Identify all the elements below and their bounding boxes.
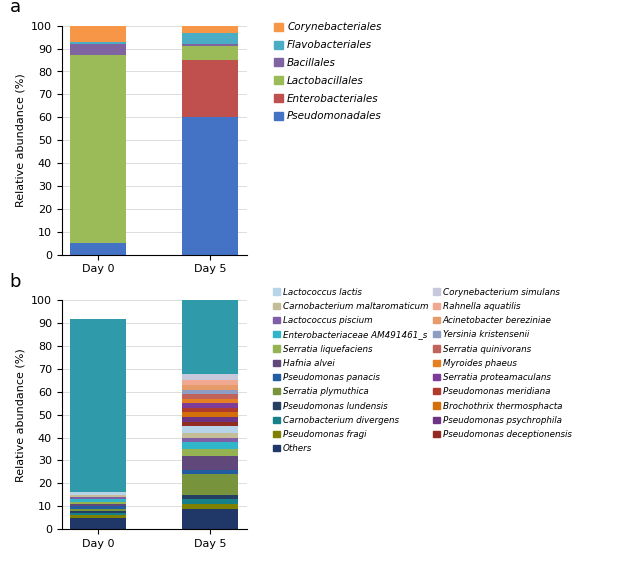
Bar [70,515,126,518]
Bar [70,492,126,495]
Bar [70,55,126,243]
Bar [70,42,126,44]
Bar [182,408,238,412]
Bar [182,422,238,426]
Bar [70,495,126,497]
Bar [182,509,238,529]
Bar [182,390,238,394]
Bar [70,319,126,492]
Bar [182,380,238,385]
Bar [182,495,238,499]
Bar [70,518,126,529]
Text: a: a [10,0,21,16]
Bar [182,44,238,46]
Bar [182,456,238,470]
Bar [182,117,238,255]
Bar [70,44,126,55]
Bar [70,506,126,509]
Bar [182,433,238,438]
Legend: Corynebacteriales, Flavobacteriales, Bacillales, Lactobacillales, Enterobacteria: Corynebacteriales, Flavobacteriales, Bac… [273,22,382,121]
Bar [182,412,238,417]
Bar [182,442,238,449]
Bar [182,499,238,504]
Bar [182,33,238,44]
Bar [182,46,238,60]
Bar [70,504,126,506]
Bar [70,502,126,504]
Y-axis label: Relative abundance (%): Relative abundance (%) [15,73,25,207]
Bar [182,26,238,33]
Bar [182,449,238,456]
Bar [182,394,238,399]
Bar [182,470,238,474]
Bar [70,499,126,502]
Bar [182,60,238,117]
Bar [182,374,238,380]
Bar [70,26,126,42]
Bar [182,385,238,390]
Y-axis label: Relative abundance (%): Relative abundance (%) [15,348,25,482]
Bar [70,497,126,499]
Bar [70,513,126,515]
Bar [182,403,238,408]
Bar [182,474,238,495]
Bar [182,399,238,403]
Bar [70,511,126,513]
Text: b: b [10,273,22,291]
Bar [182,504,238,509]
Bar [182,438,238,442]
Bar [182,417,238,422]
Bar [182,426,238,433]
Bar [70,243,126,255]
Legend: Lactococcus lactis, Carnobacterium maltaromaticum, Lactococcus piscium, Enteroba: Lactococcus lactis, Carnobacterium malta… [273,288,571,453]
Bar [70,509,126,511]
Bar [182,296,238,374]
